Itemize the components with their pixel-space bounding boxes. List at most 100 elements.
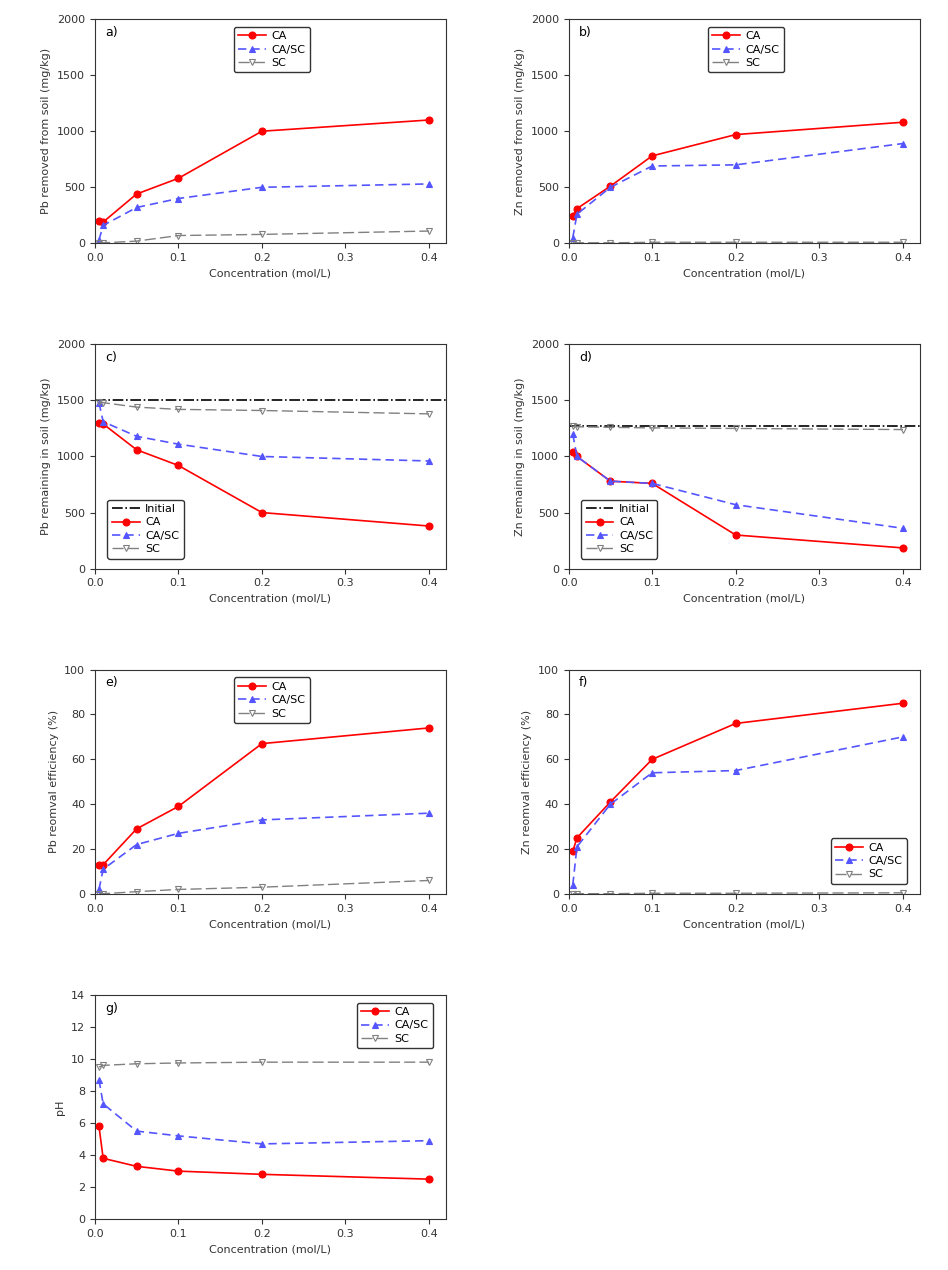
- CA: [897, 540, 908, 555]
- CA/SC: [256, 1137, 267, 1152]
- CA: [647, 476, 658, 491]
- Line: SC: SC: [96, 227, 432, 246]
- CA: [173, 799, 184, 814]
- SC: [256, 1054, 267, 1069]
- Line: SC: SC: [570, 239, 906, 246]
- Text: e): e): [105, 677, 118, 690]
- Line: CA: CA: [570, 700, 906, 855]
- SC: [98, 1058, 109, 1073]
- CA: [98, 857, 109, 872]
- CA: [93, 415, 104, 431]
- CA: [173, 1163, 184, 1179]
- CA/SC: [98, 414, 109, 429]
- Text: b): b): [579, 25, 592, 39]
- SC: [256, 227, 267, 243]
- Y-axis label: Pb removed from soil (mg/kg): Pb removed from soil (mg/kg): [42, 48, 51, 215]
- CA: [897, 696, 908, 711]
- CA/SC: [256, 448, 267, 464]
- Y-axis label: Pb reomval efficiency (%): Pb reomval efficiency (%): [48, 710, 59, 853]
- CA: [131, 822, 142, 837]
- SC: [647, 235, 658, 250]
- CA: [256, 505, 267, 521]
- X-axis label: Concentration (mol/L): Concentration (mol/L): [210, 919, 331, 930]
- CA/SC: [93, 1072, 104, 1087]
- SC: [98, 395, 109, 410]
- Y-axis label: Zn reomval efficiency (%): Zn reomval efficiency (%): [522, 710, 533, 853]
- CA: [424, 1171, 435, 1186]
- Text: a): a): [105, 25, 118, 39]
- CA/SC: [424, 805, 435, 820]
- SC: [93, 394, 104, 409]
- SC: [424, 406, 435, 422]
- SC: [897, 235, 908, 250]
- CA: [897, 114, 908, 130]
- CA: [93, 857, 104, 872]
- Line: CA/SC: CA/SC: [96, 180, 432, 244]
- SC: [173, 227, 184, 243]
- CA: [93, 213, 104, 229]
- CA/SC: [131, 1124, 142, 1139]
- CA/SC: [93, 232, 104, 248]
- X-axis label: Concentration (mol/L): Concentration (mol/L): [210, 594, 331, 605]
- CA: [730, 527, 741, 542]
- CA: [572, 448, 583, 464]
- CA/SC: [173, 826, 184, 841]
- X-axis label: Concentration (mol/L): Concentration (mol/L): [684, 269, 805, 278]
- SC: [730, 885, 741, 900]
- CA/SC: [897, 729, 908, 744]
- CA: [424, 112, 435, 127]
- CA/SC: [897, 521, 908, 536]
- Legend: CA, CA/SC, SC: CA, CA/SC, SC: [234, 27, 310, 72]
- Line: CA/SC: CA/SC: [570, 733, 906, 889]
- Line: SC: SC: [96, 398, 432, 418]
- SC: [131, 884, 142, 899]
- Line: CA/SC: CA/SC: [96, 399, 432, 465]
- CA: [98, 1151, 109, 1166]
- SC: [256, 880, 267, 895]
- CA: [605, 179, 616, 194]
- SC: [647, 420, 658, 436]
- CA/SC: [897, 136, 908, 151]
- SC: [424, 224, 435, 239]
- Legend: CA, CA/SC, SC: CA, CA/SC, SC: [234, 677, 310, 723]
- CA: [256, 1167, 267, 1182]
- CA: [567, 208, 578, 224]
- CA: [93, 1119, 104, 1134]
- CA/SC: [572, 207, 583, 222]
- Text: d): d): [579, 351, 592, 364]
- CA: [131, 187, 142, 202]
- CA: [98, 417, 109, 432]
- SC: [567, 886, 578, 902]
- CA/SC: [647, 476, 658, 491]
- SC: [131, 1057, 142, 1072]
- Line: SC: SC: [570, 423, 906, 433]
- CA/SC: [131, 429, 142, 444]
- X-axis label: Concentration (mol/L): Concentration (mol/L): [684, 594, 805, 605]
- Line: CA: CA: [570, 448, 906, 551]
- SC: [131, 234, 142, 249]
- CA: [605, 474, 616, 489]
- CA: [567, 843, 578, 859]
- Line: CA: CA: [96, 1123, 432, 1182]
- Line: CA/SC: CA/SC: [96, 810, 432, 893]
- Text: c): c): [105, 351, 118, 364]
- CA/SC: [647, 765, 658, 780]
- Y-axis label: pH: pH: [55, 1100, 65, 1115]
- X-axis label: Concentration (mol/L): Concentration (mol/L): [684, 919, 805, 930]
- CA/SC: [567, 427, 578, 442]
- CA/SC: [131, 837, 142, 852]
- SC: [173, 1055, 184, 1071]
- CA: [256, 737, 267, 752]
- CA: [605, 794, 616, 809]
- CA: [572, 831, 583, 846]
- SC: [173, 881, 184, 897]
- SC: [173, 401, 184, 417]
- SC: [93, 1059, 104, 1074]
- SC: [567, 419, 578, 434]
- CA/SC: [131, 199, 142, 215]
- SC: [424, 872, 435, 888]
- Line: CA/SC: CA/SC: [570, 431, 906, 532]
- CA: [256, 123, 267, 138]
- SC: [424, 1054, 435, 1069]
- CA: [173, 458, 184, 474]
